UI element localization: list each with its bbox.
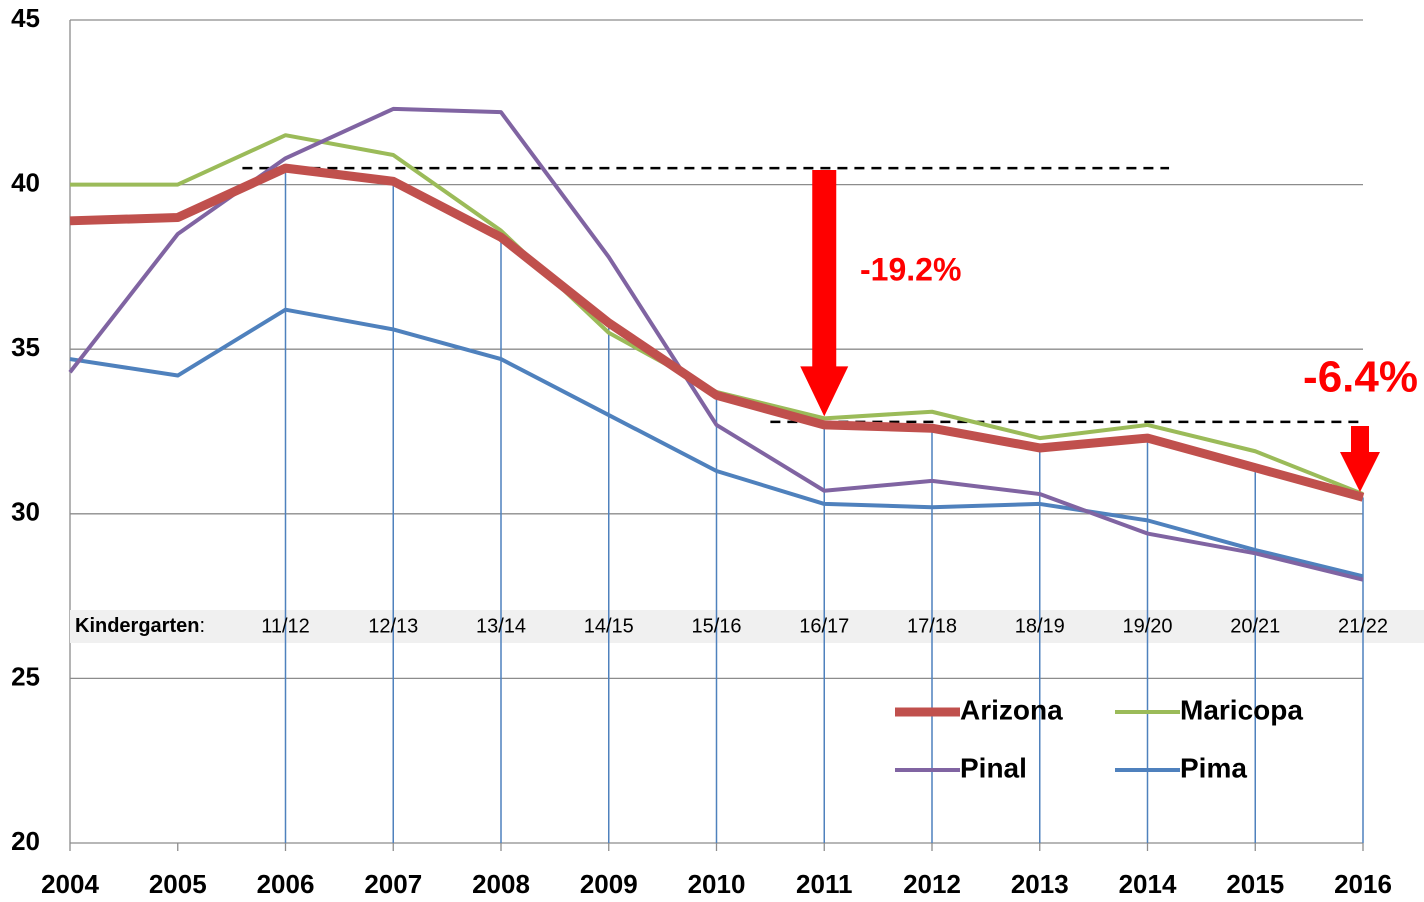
- kindergarten-year: 13/14: [476, 615, 526, 637]
- kindergarten-title: Kindergarten: [75, 615, 199, 637]
- kindergarten-year: 15/16: [691, 615, 741, 637]
- x-tick-label: 2016: [1334, 869, 1392, 899]
- kindergarten-year: 21/22: [1338, 615, 1388, 637]
- x-tick-label: 2009: [580, 869, 638, 899]
- x-tick-label: 2015: [1226, 869, 1284, 899]
- legend-label: Pinal: [960, 752, 1027, 783]
- kindergarten-year: 18/19: [1015, 615, 1065, 637]
- annotation: -19.2%: [860, 251, 961, 287]
- x-tick-label: 2012: [903, 869, 961, 899]
- series-line: [68, 106, 1364, 582]
- y-tick-label: 20: [11, 826, 40, 856]
- kindergarten-year: 12/13: [368, 615, 418, 637]
- arrow: [800, 170, 849, 417]
- x-tick-label: 2011: [796, 869, 852, 899]
- x-tick-label: 2006: [257, 869, 315, 899]
- y-tick-label: 35: [11, 332, 40, 362]
- series-line: [69, 163, 1365, 502]
- kindergarten-year: 17/18: [907, 615, 957, 637]
- kindergarten-year: 16/17: [799, 615, 849, 637]
- arrow: [1340, 426, 1380, 493]
- y-tick-label: 40: [11, 167, 40, 197]
- y-tick-label: 45: [11, 3, 40, 33]
- kindergarten-year: 19/20: [1122, 615, 1172, 637]
- kindergarten-year: 11/12: [261, 615, 310, 637]
- kindergarten-year: 20/21: [1230, 615, 1280, 637]
- x-tick-label: 2005: [149, 869, 207, 899]
- y-tick-label: 30: [11, 497, 40, 527]
- annotation: -6.4%: [1303, 353, 1418, 402]
- y-tick-label: 25: [11, 661, 40, 691]
- legend-label: Pima: [1180, 752, 1247, 783]
- x-tick-label: 2004: [41, 869, 99, 899]
- x-tick-label: 2010: [688, 869, 746, 899]
- x-tick-label: 2014: [1119, 869, 1177, 899]
- kindergarten-band: [70, 610, 1424, 643]
- kindergarten-year: 14/15: [584, 615, 634, 637]
- x-tick-label: 2008: [472, 869, 530, 899]
- series-line: [69, 307, 1364, 579]
- legend-label: Maricopa: [1180, 694, 1303, 725]
- legend-label: Arizona: [960, 694, 1063, 725]
- x-tick-label: 2013: [1011, 869, 1069, 899]
- x-tick-label: 2007: [364, 869, 422, 899]
- kindergarten-separator: :: [199, 615, 205, 637]
- kindergarten-label: Kindergarten:: [75, 615, 205, 637]
